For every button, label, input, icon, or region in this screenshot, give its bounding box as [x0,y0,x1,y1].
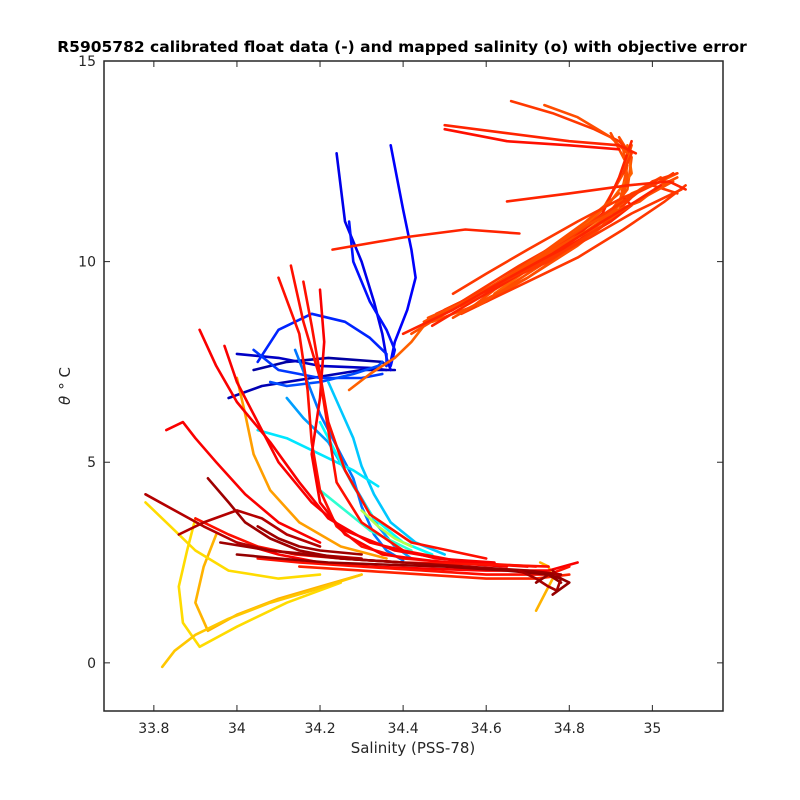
profile-line [177,517,343,649]
profile-line [177,509,322,548]
y-axis-label: θ ° C [56,367,74,405]
x-tick-label: 35 [643,721,661,737]
profile-line [331,228,521,251]
profile-line [430,139,633,328]
profile-line [235,376,388,560]
profile-line [335,152,393,372]
profile-line [235,553,563,584]
profile-line [227,368,397,400]
profile-line [443,123,638,155]
profile-line [144,501,322,580]
x-axis-label: Salinity (PSS-78) [351,739,476,757]
profile-line [219,541,563,576]
y-axis: 0 5 10 15 [78,54,723,672]
x-tick-label: 34.8 [554,721,585,737]
y-tick-label: 15 [78,54,96,70]
chart-title: R5905782 calibrated float data (-) and m… [57,38,747,56]
profile-line [252,356,388,372]
y-tick-label: 10 [78,255,96,271]
profile-line [302,280,488,560]
profile-line [534,573,571,596]
x-tick-label: 34.6 [471,721,502,737]
x-axis: 33.8 34 34.2 34.4 34.6 34.8 35 [138,61,661,737]
y-axis-unit: ° C [56,367,74,390]
profile-line [443,127,621,151]
profile-line [401,184,663,336]
profile-line [235,352,388,372]
profile-line [256,525,363,556]
y-axis-symbol: θ [56,396,74,405]
x-tick-label: 34.4 [388,721,419,737]
profile-line [165,420,322,544]
profile-line [256,312,388,368]
plot-frame [103,60,724,712]
profile-line [389,144,417,364]
profile-line [223,344,530,568]
profile-line [268,360,384,388]
profile-line [310,288,509,568]
profile-line [347,220,397,368]
profile-line [198,328,496,564]
profile-line [318,488,413,552]
y-tick-label: 0 [87,656,96,672]
profile-lines [144,99,687,669]
x-tick-label: 34.2 [304,721,335,737]
profile-line [505,180,687,203]
profile-line [160,573,363,669]
y-tick-label: 5 [87,455,96,471]
profile-line [360,509,413,548]
profile-line [256,428,380,488]
x-tick-label: 33.8 [138,721,169,737]
x-tick-label: 34 [228,721,246,737]
